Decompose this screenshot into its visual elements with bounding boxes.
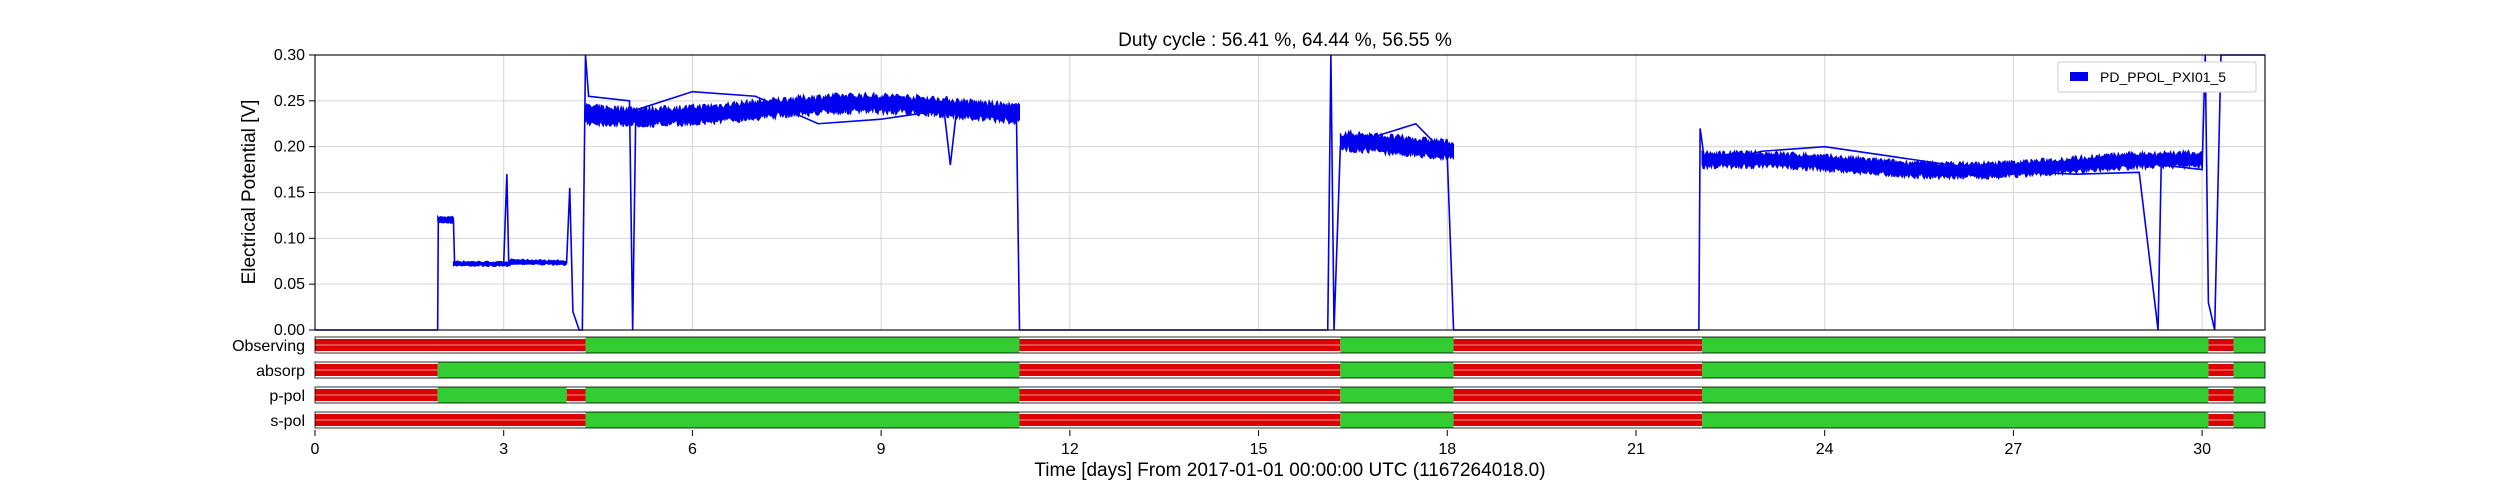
state-row-frame xyxy=(314,336,2266,354)
x-axis: 0 3 6 9 12 15 18 21 24 27 30 xyxy=(311,430,2211,458)
state-segment-on xyxy=(1340,362,1454,378)
state-row-frame xyxy=(314,361,2266,379)
x-tick-label: 15 xyxy=(1250,441,1268,458)
state-bars: Observing absorp p-pol s-pol xyxy=(232,336,2266,430)
state-segment-on xyxy=(437,362,1020,378)
y-tick-label: 0.00 xyxy=(274,322,305,339)
state-row-label: Observing xyxy=(232,338,305,355)
x-tick-label: 18 xyxy=(1438,441,1456,458)
state-segment-on xyxy=(585,387,1020,403)
x-tick-label: 24 xyxy=(1816,441,1834,458)
legend-entry-label: PD_PPOL_PXI01_5 xyxy=(2100,69,2226,85)
state-segment-on xyxy=(585,337,1020,353)
y-tick-label: 0.10 xyxy=(274,230,305,247)
x-tick-label: 12 xyxy=(1061,441,1079,458)
x-tick-label: 21 xyxy=(1627,441,1645,458)
state-segment-on xyxy=(1340,387,1454,403)
state-row-frame xyxy=(314,411,2266,429)
series-layer xyxy=(315,54,2265,331)
x-tick-label: 0 xyxy=(311,441,320,458)
x-tick-label: 6 xyxy=(688,441,697,458)
chart-title: Duty cycle : 56.41 %, 64.44 %, 56.55 % xyxy=(1118,30,1452,51)
legend-box xyxy=(2057,61,2257,93)
state-segment-on xyxy=(1340,337,1454,353)
x-tick-label: 30 xyxy=(2193,441,2211,458)
legend: PD_PPOL_PXI01_5 xyxy=(2057,61,2257,93)
x-tick-label: 27 xyxy=(2004,441,2022,458)
state-row-label: s-pol xyxy=(270,413,305,430)
state-row-label: p-pol xyxy=(269,388,305,405)
state-segment-on xyxy=(1702,412,2209,428)
legend-swatch xyxy=(2070,72,2088,81)
y-tick-label: 0.25 xyxy=(274,93,305,110)
state-segment-on xyxy=(2233,337,2265,353)
state-segment-on xyxy=(1702,362,2209,378)
state-row-label: absorp xyxy=(256,363,305,380)
state-segment-on xyxy=(2233,362,2265,378)
state-segment-on xyxy=(2233,387,2265,403)
y-axis: 0.00 0.05 0.10 0.15 0.20 0.25 0.30 xyxy=(274,47,315,339)
state-segment-on xyxy=(2233,412,2265,428)
y-axis-label: Electrical Potential [V] xyxy=(239,100,260,285)
state-segment-on xyxy=(1340,412,1454,428)
state-segment-on xyxy=(585,412,1020,428)
state-segment-on xyxy=(1702,337,2209,353)
y-tick-label: 0.05 xyxy=(274,276,305,293)
x-axis-label: Time [days] From 2017-01-01 00:00:00 UTC… xyxy=(1034,460,1545,481)
state-row-frame xyxy=(314,386,2266,404)
state-segment-on xyxy=(437,387,567,403)
y-tick-label: 0.15 xyxy=(274,185,305,202)
x-tick-label: 3 xyxy=(499,441,508,458)
series-band xyxy=(584,91,1021,129)
x-tick-label: 9 xyxy=(877,441,886,458)
y-tick-label: 0.20 xyxy=(274,139,305,156)
y-tick-label: 0.30 xyxy=(274,47,305,64)
grid-layer xyxy=(314,54,2265,331)
state-segment-on xyxy=(1702,387,2209,403)
